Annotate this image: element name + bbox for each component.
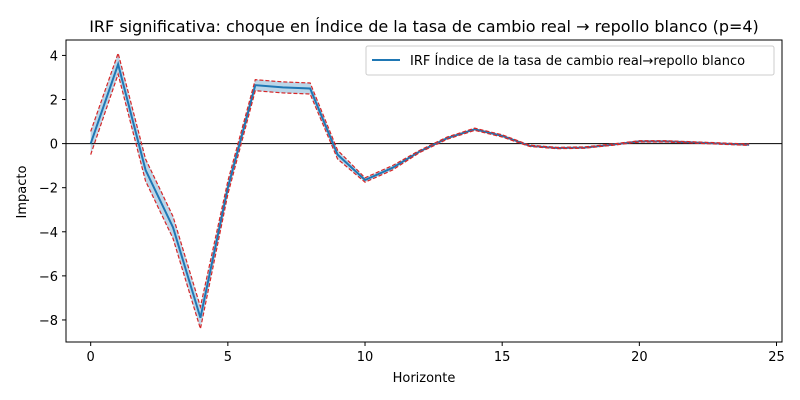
legend: IRF Índice de la tasa de cambio real→rep… xyxy=(365,45,775,76)
x-tick-label: 20 xyxy=(631,350,648,365)
y-tick-label: 4 xyxy=(50,49,58,64)
legend-label-irf: IRF Índice de la tasa de cambio real→rep… xyxy=(410,53,745,69)
x-axis-title: Horizonte xyxy=(393,371,456,386)
irf-line xyxy=(89,60,750,319)
x-tick-label: 10 xyxy=(357,350,374,365)
legend-box xyxy=(365,45,775,76)
y-tick-label: −8 xyxy=(39,314,58,329)
x-tick-label: 5 xyxy=(224,350,232,365)
axes-frame xyxy=(65,39,783,343)
y-tick-label: −6 xyxy=(39,270,58,285)
chart-title: IRF significativa: choque en Índice de l… xyxy=(89,17,759,36)
x-tick-label: 15 xyxy=(494,350,511,365)
y-tick-label: 0 xyxy=(50,138,58,153)
y-axis-title: Impacto xyxy=(15,166,30,219)
plot-area: 0 5 10 15 20 25 −8 −6 −4 −2 0 2 4 xyxy=(39,39,785,365)
x-tick-label: 25 xyxy=(768,350,785,365)
upper-bound-line xyxy=(90,51,750,310)
y-tick-label: 2 xyxy=(50,94,58,109)
y-tick-label: −2 xyxy=(39,182,58,197)
y-tick-label: −4 xyxy=(39,226,58,241)
x-tick-label: 0 xyxy=(87,350,95,365)
